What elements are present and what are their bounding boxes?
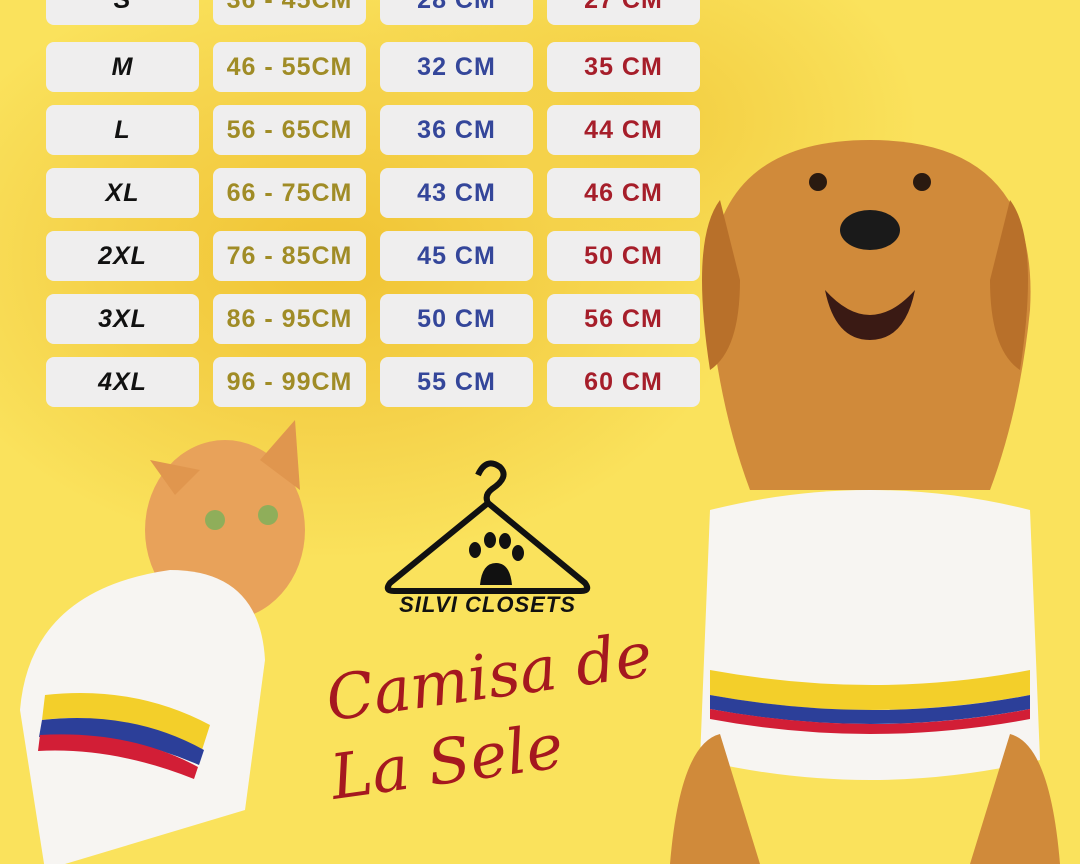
chest-cell: 56 - 65CM [213, 105, 366, 155]
neck-cell: 27 CM [547, 0, 700, 25]
chest-cell: 46 - 55CM [213, 42, 366, 92]
size-cell: S [46, 0, 199, 25]
size-row: XL 66 - 75CM 43 CM 46 CM [46, 168, 706, 218]
size-row: 4XL 96 - 99CM 55 CM 60 CM [46, 357, 706, 407]
chest-cell: 96 - 99CM [213, 357, 366, 407]
length-cell: 55 CM [380, 357, 533, 407]
neck-cell: 44 CM [547, 105, 700, 155]
chest-cell: 66 - 75CM [213, 168, 366, 218]
chest-cell: 86 - 95CM [213, 294, 366, 344]
neck-cell: 56 CM [547, 294, 700, 344]
neck-cell: 60 CM [547, 357, 700, 407]
length-cell: 36 CM [380, 105, 533, 155]
size-cell: M [46, 42, 199, 92]
size-row: 3XL 86 - 95CM 50 CM 56 CM [46, 294, 706, 344]
brand-name: SILVI CLOSETS [399, 592, 576, 617]
length-cell: 32 CM [380, 42, 533, 92]
neck-cell: 50 CM [547, 231, 700, 281]
length-cell: 28 CM [380, 0, 533, 25]
neck-cell: 46 CM [547, 168, 700, 218]
chest-cell: 76 - 85CM [213, 231, 366, 281]
size-row: 2XL 76 - 85CM 45 CM 50 CM [46, 231, 706, 281]
size-cell: L [46, 105, 199, 155]
size-cell: 4XL [46, 357, 199, 407]
neck-cell: 35 CM [547, 42, 700, 92]
hanger-paw-icon [384, 460, 591, 594]
size-cell: XL [46, 168, 199, 218]
cat-photo [20, 420, 305, 864]
size-row: M 46 - 55CM 32 CM 35 CM [46, 42, 706, 92]
dog-photo [670, 140, 1060, 864]
size-row: L 56 - 65CM 36 CM 44 CM [46, 105, 706, 155]
size-cell: 3XL [46, 294, 199, 344]
length-cell: 50 CM [380, 294, 533, 344]
length-cell: 45 CM [380, 231, 533, 281]
length-cell: 43 CM [380, 168, 533, 218]
size-cell: 2XL [46, 231, 199, 281]
